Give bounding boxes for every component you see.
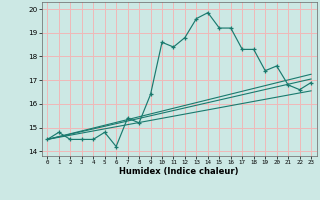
X-axis label: Humidex (Indice chaleur): Humidex (Indice chaleur) [119, 167, 239, 176]
